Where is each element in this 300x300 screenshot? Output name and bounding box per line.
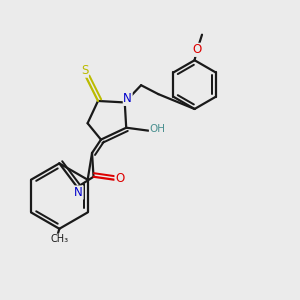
Text: CH₃: CH₃ xyxy=(50,234,68,244)
Text: N: N xyxy=(74,186,83,199)
Text: O: O xyxy=(192,43,202,56)
Text: N: N xyxy=(123,92,132,105)
Text: OH: OH xyxy=(149,124,165,134)
Text: S: S xyxy=(81,64,88,77)
Text: O: O xyxy=(115,172,124,185)
